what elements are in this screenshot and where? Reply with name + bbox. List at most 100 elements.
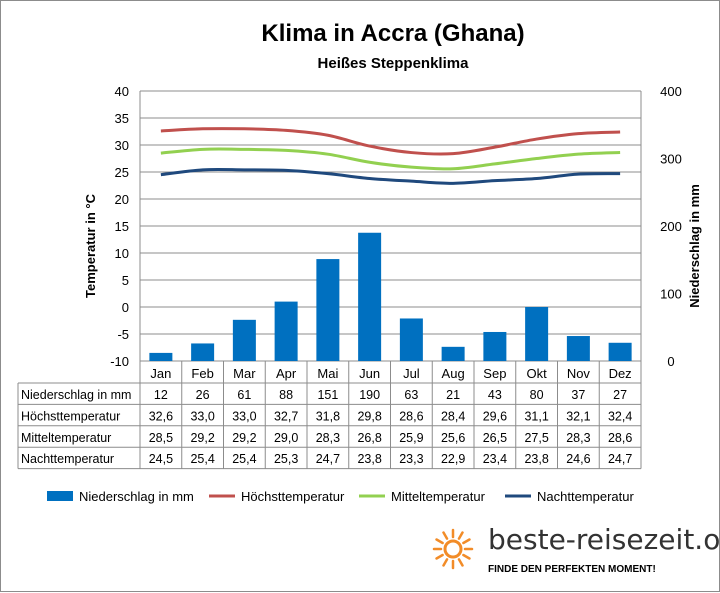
y-axis-left-ticks: 40 35 30 25 20 15 10 5 0 -5 -10 [110,84,129,369]
nachttemperatur-line [160,167,621,185]
legend-swatch [47,491,73,501]
y-axis-right-ticks: 400 300 200 100 0 [660,84,682,369]
y-right-tick-label: 200 [660,219,682,234]
table-cell: 25,4 [190,452,214,466]
table-cell: 28,6 [399,409,423,423]
sun-icon [432,528,474,570]
x-tick-label: Dez [609,366,632,381]
table-cell: 190 [359,388,380,402]
y-left-tick-label: 30 [115,138,129,153]
table-row-label: Niederschlag in mm [21,388,131,402]
data-table: Jan Feb Mar Apr Mai Jun Jul Aug Sep Okt Nov Dez Nied… [17,361,642,470]
x-tick-label: Okt [527,366,548,381]
precipitation-bar [149,352,173,361]
precipitation-bar [399,318,423,361]
table-cell: 29,6 [483,409,507,423]
table-cell: 32,1 [566,409,590,423]
y-left-tick-label: 5 [122,273,129,288]
branding: beste-reisezeit.org FINDE DEN PERFEKTEN … [432,523,720,575]
sun-ray [442,558,449,567]
table-cell: 88 [279,388,293,402]
gridlines [139,90,642,362]
y-left-tick-label: 10 [115,246,129,261]
precipitation-bar [316,259,340,361]
table-row-label: Höchsttemperatur [21,409,120,423]
sun-ray [442,531,449,540]
y-left-tick-label: 40 [115,84,129,99]
precipitation-bar [232,319,256,361]
table-cell: 32,6 [149,409,173,423]
precipitation-bar [274,301,298,361]
precipitation-bar [566,336,590,361]
table-cell: 24,7 [316,452,340,466]
table-cell: 21 [446,388,460,402]
legend-label: Höchsttemperatur [241,489,345,504]
precipitation-bar [483,331,507,361]
precipitation-bar [191,343,215,361]
y-left-tick-label: 35 [115,111,129,126]
x-tick-label: Mar [233,366,256,381]
y-axis-right-label: Niederschlag in mm [687,184,702,308]
table-cell: 27 [613,388,627,402]
table-cell: 24,5 [149,452,173,466]
table-cell: 29,8 [357,409,381,423]
table-cell: 23,8 [357,452,381,466]
sun-ray [462,538,471,545]
table-cell: 27,5 [524,431,548,445]
table-cell: 151 [317,388,338,402]
table-cell: 28,5 [149,431,173,445]
table-cell: 25,4 [232,452,256,466]
sun-ray [435,553,444,560]
chart-title: Klima in Accra (Ghana) [261,20,524,47]
chart-legend: Niederschlag in mm Höchsttemperatur Mittel… [47,489,634,504]
y-right-tick-label: 400 [660,84,682,99]
table-cell: 33,0 [190,409,214,423]
table-cell: 31,8 [316,409,340,423]
x-tick-label: Sep [483,366,506,381]
table-cell: 28,4 [441,409,465,423]
sun-ray [462,553,471,560]
y-left-tick-label: -10 [110,354,129,369]
chart-subtitle: Heißes Steppenklima [318,55,470,72]
table-cell: 28,6 [608,431,632,445]
legend-label: Niederschlag in mm [79,489,194,504]
h-chsttemperatur-line [160,127,621,156]
sun-core [443,539,463,559]
table-cell: 29,0 [274,431,298,445]
y-right-tick-label: 300 [660,152,682,167]
table-row-label: Mitteltemperatur [21,431,111,445]
table-cell: 26 [196,388,210,402]
y-axis-left-label: Temperatur in °C [83,193,98,298]
x-tick-label: Nov [567,366,591,381]
y-left-tick-label: 15 [115,219,129,234]
x-tick-label: Aug [442,366,465,381]
table-cell: 43 [488,388,502,402]
brand-slogan: FINDE DEN PERFEKTEN MOMENT! [488,564,656,575]
table-cell: 26,5 [483,431,507,445]
sun-ray [457,531,464,540]
legend-label: Nachttemperatur [537,489,634,504]
y-left-tick-label: 20 [115,192,129,207]
table-cell: 25,9 [399,431,423,445]
table-cell: 29,2 [190,431,214,445]
table-cell: 12 [154,388,168,402]
table-cell: 23,4 [483,452,507,466]
table-cell: 33,0 [232,409,256,423]
table-cell: 80 [530,388,544,402]
precipitation-bar [441,346,465,361]
table-cell: 23,3 [399,452,423,466]
x-tick-label: Mai [317,366,338,381]
table-cell: 31,1 [524,409,548,423]
mitteltemperatur-line [160,147,621,171]
temperature-lines [160,127,621,185]
table-row-label: Nachttemperatur [21,452,114,466]
precipitation-bars [149,232,632,361]
y-left-tick-label: 25 [115,165,129,180]
table-cell: 24,6 [566,452,590,466]
table-cell: 24,7 [608,452,632,466]
precipitation-bar [525,307,549,361]
sun-ray [435,538,444,545]
y-left-tick-label: -5 [117,327,129,342]
